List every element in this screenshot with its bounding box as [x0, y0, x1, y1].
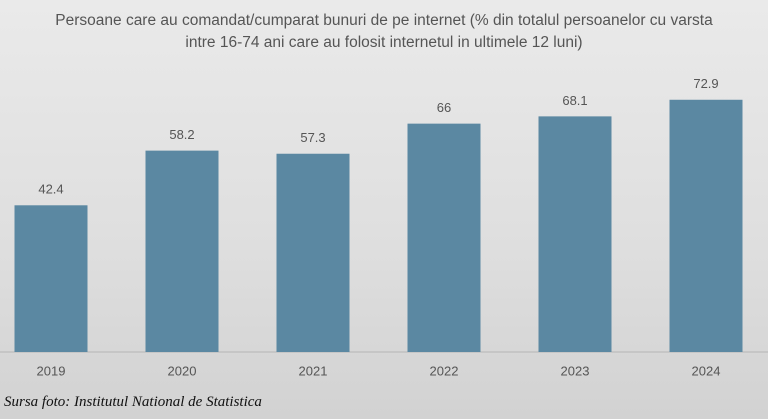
- x-tick-label: 2020: [168, 363, 197, 378]
- source-note: Sursa foto: Institutul National de Stati…: [4, 394, 262, 410]
- value-label: 72.9: [693, 76, 718, 91]
- value-label: 58.2: [169, 127, 194, 142]
- x-tick-label: 2019: [37, 363, 66, 378]
- bar: [145, 150, 219, 352]
- x-tick-label: 2023: [561, 363, 590, 378]
- value-label: 42.4: [38, 182, 63, 197]
- value-label: 66: [437, 100, 451, 115]
- value-label: 68.1: [562, 93, 587, 108]
- bar: [669, 99, 743, 353]
- value-label: 57.3: [300, 130, 325, 145]
- x-tick-label: 2021: [299, 363, 328, 378]
- chart-title: Persoane care au comandat/cumparat bunur…: [55, 12, 713, 51]
- bar: [14, 205, 88, 352]
- bar: [538, 116, 612, 353]
- bar: [276, 153, 350, 352]
- x-tick-label: 2022: [430, 363, 459, 378]
- bar: [407, 123, 481, 352]
- x-tick-label: 2024: [692, 363, 721, 378]
